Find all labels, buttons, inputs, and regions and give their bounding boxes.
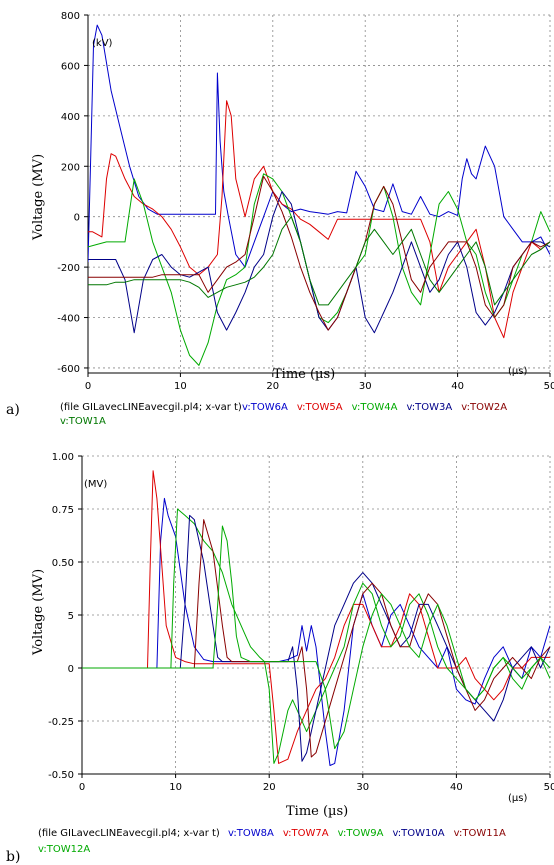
- y-tick-label-a: 600: [61, 61, 80, 72]
- x-unit-b: (µs): [508, 793, 527, 804]
- x-tick-label-b: 50: [544, 782, 554, 793]
- y-tick-label-b: 0.75: [52, 505, 74, 516]
- y-tick-label-b: 0.50: [52, 558, 74, 569]
- y-tick-label-b: 5: [68, 611, 74, 622]
- y-unit-b: (MV): [84, 479, 107, 490]
- chart-panel-a: 0 10 20 30 40 50 -600 -400 -200 0 200 400 600 800 (kV…: [6, 11, 554, 427]
- x-tick-label-b: 20: [263, 782, 276, 793]
- x-tick-label-a: 30: [359, 381, 372, 392]
- panel-label-a: a): [6, 402, 20, 418]
- legend-entry-tow5a: v:TOW5A: [297, 402, 343, 413]
- y-tick-label-a: 200: [61, 162, 80, 173]
- y-tick-label-a: -400: [57, 314, 80, 325]
- y-axis-label-b: Voltage (MV): [31, 569, 46, 656]
- x-axis-label-b: Time (µs): [286, 804, 348, 819]
- x-axis-label-a: Time (µs): [273, 367, 335, 382]
- y-tick-label-b: -0.50: [48, 770, 74, 781]
- x-tick-label-a: 50: [544, 381, 554, 392]
- x-tick-label-a: 10: [174, 381, 187, 392]
- x-tick-label-a: 20: [266, 381, 279, 392]
- y-tick-label-b: 1.00: [52, 452, 74, 463]
- legend-entry-tow10a: v:TOW10A: [392, 828, 444, 839]
- y-tick-label-a: 400: [61, 112, 80, 123]
- x-unit-a: (µs): [508, 366, 527, 377]
- legend-entry-tow8a: v:TOW8A: [228, 828, 274, 839]
- y-tick-label-a: -200: [57, 263, 80, 274]
- legend-entry-tow11a: v:TOW11A: [454, 828, 506, 839]
- x-tick-label-b: 30: [356, 782, 369, 793]
- legend-entry-tow3a: v:TOW3A: [406, 402, 452, 413]
- x-tick-label-a: 40: [451, 381, 464, 392]
- panel-label-b: b): [6, 849, 20, 865]
- x-tick-label-b: 40: [450, 782, 463, 793]
- legend-entry-tow6a: v:TOW6A: [242, 402, 288, 413]
- y-unit-a: (kV): [92, 38, 113, 49]
- x-tick-label-b: 0: [79, 782, 85, 793]
- y-tick-label-b: 0: [68, 664, 74, 675]
- legend-prefix-b: (file GILavecLINEavecgil.pl4; x-var t): [38, 828, 220, 839]
- y-tick-label-b: -0.25: [48, 717, 74, 728]
- y-tick-label-a: 800: [61, 11, 80, 22]
- legend-entry-tow7a: v:TOW7A: [283, 828, 329, 839]
- legend-entry-tow9a: v:TOW9A: [338, 828, 384, 839]
- y-tick-label-a: 0: [74, 213, 80, 224]
- y-axis-label-a: Voltage (MV): [31, 154, 46, 241]
- chart-panel-b: 0 10 20 30 40 50 -0.50 -0.25 0 5 0.50 0.75 1.00 (MV)…: [6, 452, 554, 865]
- legend-entry-tow2a: v:TOW2A: [461, 402, 507, 413]
- y-tick-label-a: -600: [57, 364, 80, 375]
- legend-prefix-a: (file GILavecLINEavecgil.pl4; x-var t): [60, 402, 242, 413]
- x-tick-label-a: 0: [85, 381, 91, 392]
- x-tick-label-b: 10: [169, 782, 182, 793]
- legend-entry-tow4a: v:TOW4A: [352, 402, 398, 413]
- legend-entry-tow1a: v:TOW1A: [60, 416, 106, 427]
- legend-entry-tow12a: v:TOW12A: [38, 844, 90, 855]
